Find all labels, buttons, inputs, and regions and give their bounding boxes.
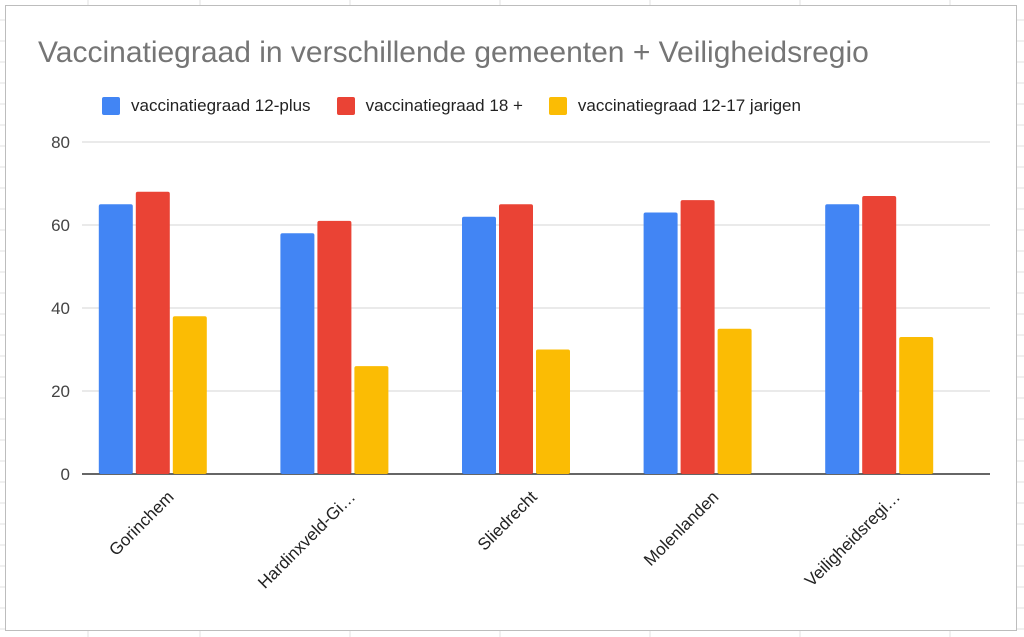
bar-18-plus-4[interactable]: [862, 195, 897, 474]
bar-12-17-4[interactable]: [899, 337, 934, 474]
bar-12-plus-2[interactable]: [462, 216, 496, 474]
y-tick-label: 40: [51, 299, 70, 318]
y-tick-label: 80: [51, 133, 70, 152]
bar-12-plus-3[interactable]: [643, 212, 678, 475]
x-category-label: Gorinchem: [105, 487, 177, 559]
bar-12-17-2[interactable]: [536, 349, 570, 475]
x-category-label: Sliedrecht: [474, 487, 541, 554]
x-category-label: Hardinxveld-Gi…: [254, 487, 359, 592]
chart-legend: vaccinatiegraad 12-plus vaccinatiegraad …: [102, 92, 827, 120]
y-tick-label: 20: [51, 382, 70, 401]
x-category-label: Veiligheidsregi…: [801, 487, 904, 590]
legend-label: vaccinatiegraad 18 +: [365, 96, 523, 115]
bar-12-17-0[interactable]: [172, 316, 207, 474]
legend-label: vaccinatiegraad 12-17 jarigen: [577, 96, 801, 115]
bar-12-17-3[interactable]: [717, 328, 752, 474]
bar-18-plus-1[interactable]: [317, 220, 352, 474]
bar-12-plus-4[interactable]: [825, 204, 860, 474]
bar-18-plus-0[interactable]: [135, 191, 170, 475]
bar-12-plus-0[interactable]: [98, 204, 133, 474]
legend-label: vaccinatiegraad 12-plus: [131, 96, 311, 115]
legend-swatch: [336, 97, 355, 115]
chart-title: Vaccinatiegraad in verschillende gemeent…: [38, 36, 869, 69]
legend-item-12-plus[interactable]: vaccinatiegraad 12-plus: [102, 96, 311, 116]
bar-12-plus-1[interactable]: [280, 233, 315, 474]
bar-12-17-1[interactable]: [354, 366, 389, 474]
y-tick-label: 0: [61, 465, 70, 484]
y-tick-label: 60: [51, 216, 70, 235]
x-category-label: Molenlanden: [640, 487, 722, 569]
legend-item-18-plus[interactable]: vaccinatiegraad 18 +: [336, 96, 523, 116]
bar-18-plus-3[interactable]: [680, 200, 715, 474]
legend-item-12-17[interactable]: vaccinatiegraad 12-17 jarigen: [548, 96, 801, 116]
bar-18-plus-2[interactable]: [499, 204, 533, 474]
legend-swatch: [102, 97, 120, 115]
legend-swatch: [548, 97, 567, 115]
